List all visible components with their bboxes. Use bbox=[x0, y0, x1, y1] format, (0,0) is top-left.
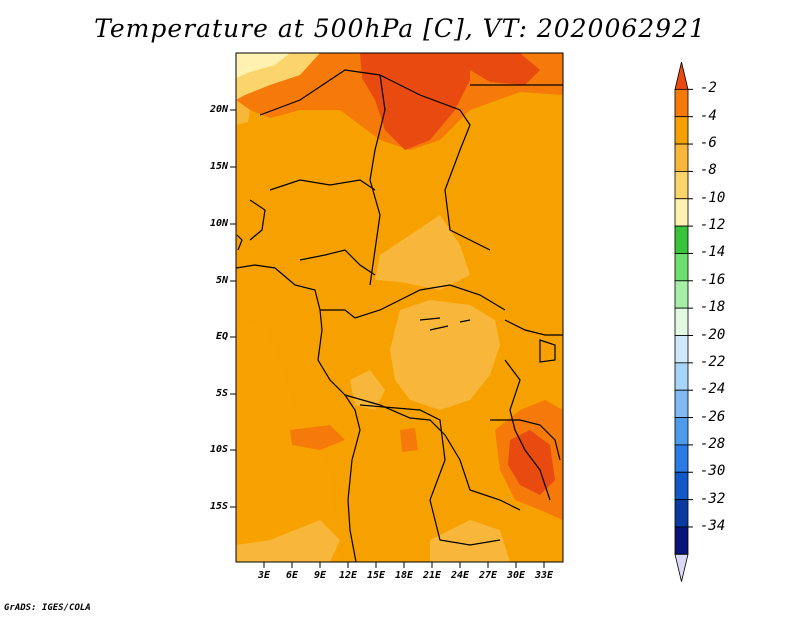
lon-label: 6E bbox=[285, 570, 299, 581]
colorbar-label: -26 bbox=[700, 408, 726, 425]
lat-label: 20N bbox=[209, 104, 228, 115]
lat-label: 5S bbox=[215, 388, 228, 399]
colorbar-arrow-bottom bbox=[674, 553, 689, 582]
lon-label: 3E bbox=[257, 570, 271, 581]
colorbar-label: -4 bbox=[700, 107, 717, 124]
colorbar-label: -14 bbox=[700, 244, 726, 261]
colorbar-label: -20 bbox=[700, 326, 726, 343]
chart-title: Temperature at 500hPa [C], VT: 202006292… bbox=[94, 14, 706, 43]
colorbar-swatch bbox=[674, 253, 689, 282]
colorbar-swatch bbox=[674, 335, 689, 364]
lon-label: 33E bbox=[534, 570, 554, 581]
colorbar-swatch bbox=[674, 389, 689, 418]
colorbar-label: -10 bbox=[700, 189, 726, 206]
colorbar-swatch bbox=[674, 526, 689, 555]
colorbar-label: -34 bbox=[700, 517, 726, 534]
lat-label: 10S bbox=[209, 444, 228, 455]
colorbar-swatch bbox=[674, 471, 689, 501]
lat-label: EQ bbox=[215, 331, 228, 342]
colorbar-swatch bbox=[674, 198, 689, 227]
colorbar-swatch bbox=[674, 499, 689, 528]
colorbar-swatch bbox=[674, 88, 689, 118]
colorbar-swatch bbox=[674, 225, 689, 254]
lon-label: 18E bbox=[394, 570, 414, 581]
colorbar-label: -6 bbox=[700, 135, 717, 152]
lat-label: 15N bbox=[209, 161, 228, 172]
colorbar-swatch bbox=[674, 417, 689, 446]
colorbar-label: -2 bbox=[700, 80, 717, 97]
colorbar-swatch bbox=[674, 444, 689, 473]
colorbar-label: -24 bbox=[700, 381, 726, 398]
colorbar-swatch bbox=[674, 116, 689, 145]
lon-label: 15E bbox=[366, 570, 386, 581]
colorbar-swatch bbox=[674, 362, 689, 391]
colorbar-label: -18 bbox=[700, 299, 726, 316]
colorbar-arrow-top bbox=[674, 61, 689, 90]
temperature-field bbox=[236, 53, 563, 562]
colorbar-label: -30 bbox=[700, 463, 726, 480]
map-frame bbox=[235, 52, 564, 563]
colorbar-swatch bbox=[674, 170, 689, 200]
lon-label: 9E bbox=[313, 570, 327, 581]
colorbar-swatch bbox=[674, 280, 689, 309]
colorbar-label: -32 bbox=[700, 490, 726, 507]
credit-text: GrADS: IGES/COLA bbox=[4, 603, 91, 613]
colorbar-label: -8 bbox=[700, 162, 717, 179]
colorbar-swatch bbox=[674, 307, 689, 336]
lon-label: 21E bbox=[422, 570, 442, 581]
lat-label: 15S bbox=[209, 501, 228, 512]
colorbar-label: -16 bbox=[700, 271, 726, 288]
colorbar-swatch bbox=[674, 143, 689, 172]
colorbar bbox=[674, 61, 693, 582]
colorbar-label: -22 bbox=[700, 353, 726, 370]
lat-label: 5N bbox=[215, 275, 228, 286]
lat-label: 10N bbox=[209, 218, 228, 229]
axis-ticks bbox=[230, 109, 545, 568]
lon-label: 12E bbox=[338, 570, 358, 581]
lon-label: 27E bbox=[478, 570, 498, 581]
lon-label: 24E bbox=[450, 570, 470, 581]
colorbar-label: -28 bbox=[700, 435, 726, 452]
lon-label: 30E bbox=[506, 570, 526, 581]
country-borders bbox=[236, 69, 563, 562]
colorbar-label: -12 bbox=[700, 217, 726, 234]
